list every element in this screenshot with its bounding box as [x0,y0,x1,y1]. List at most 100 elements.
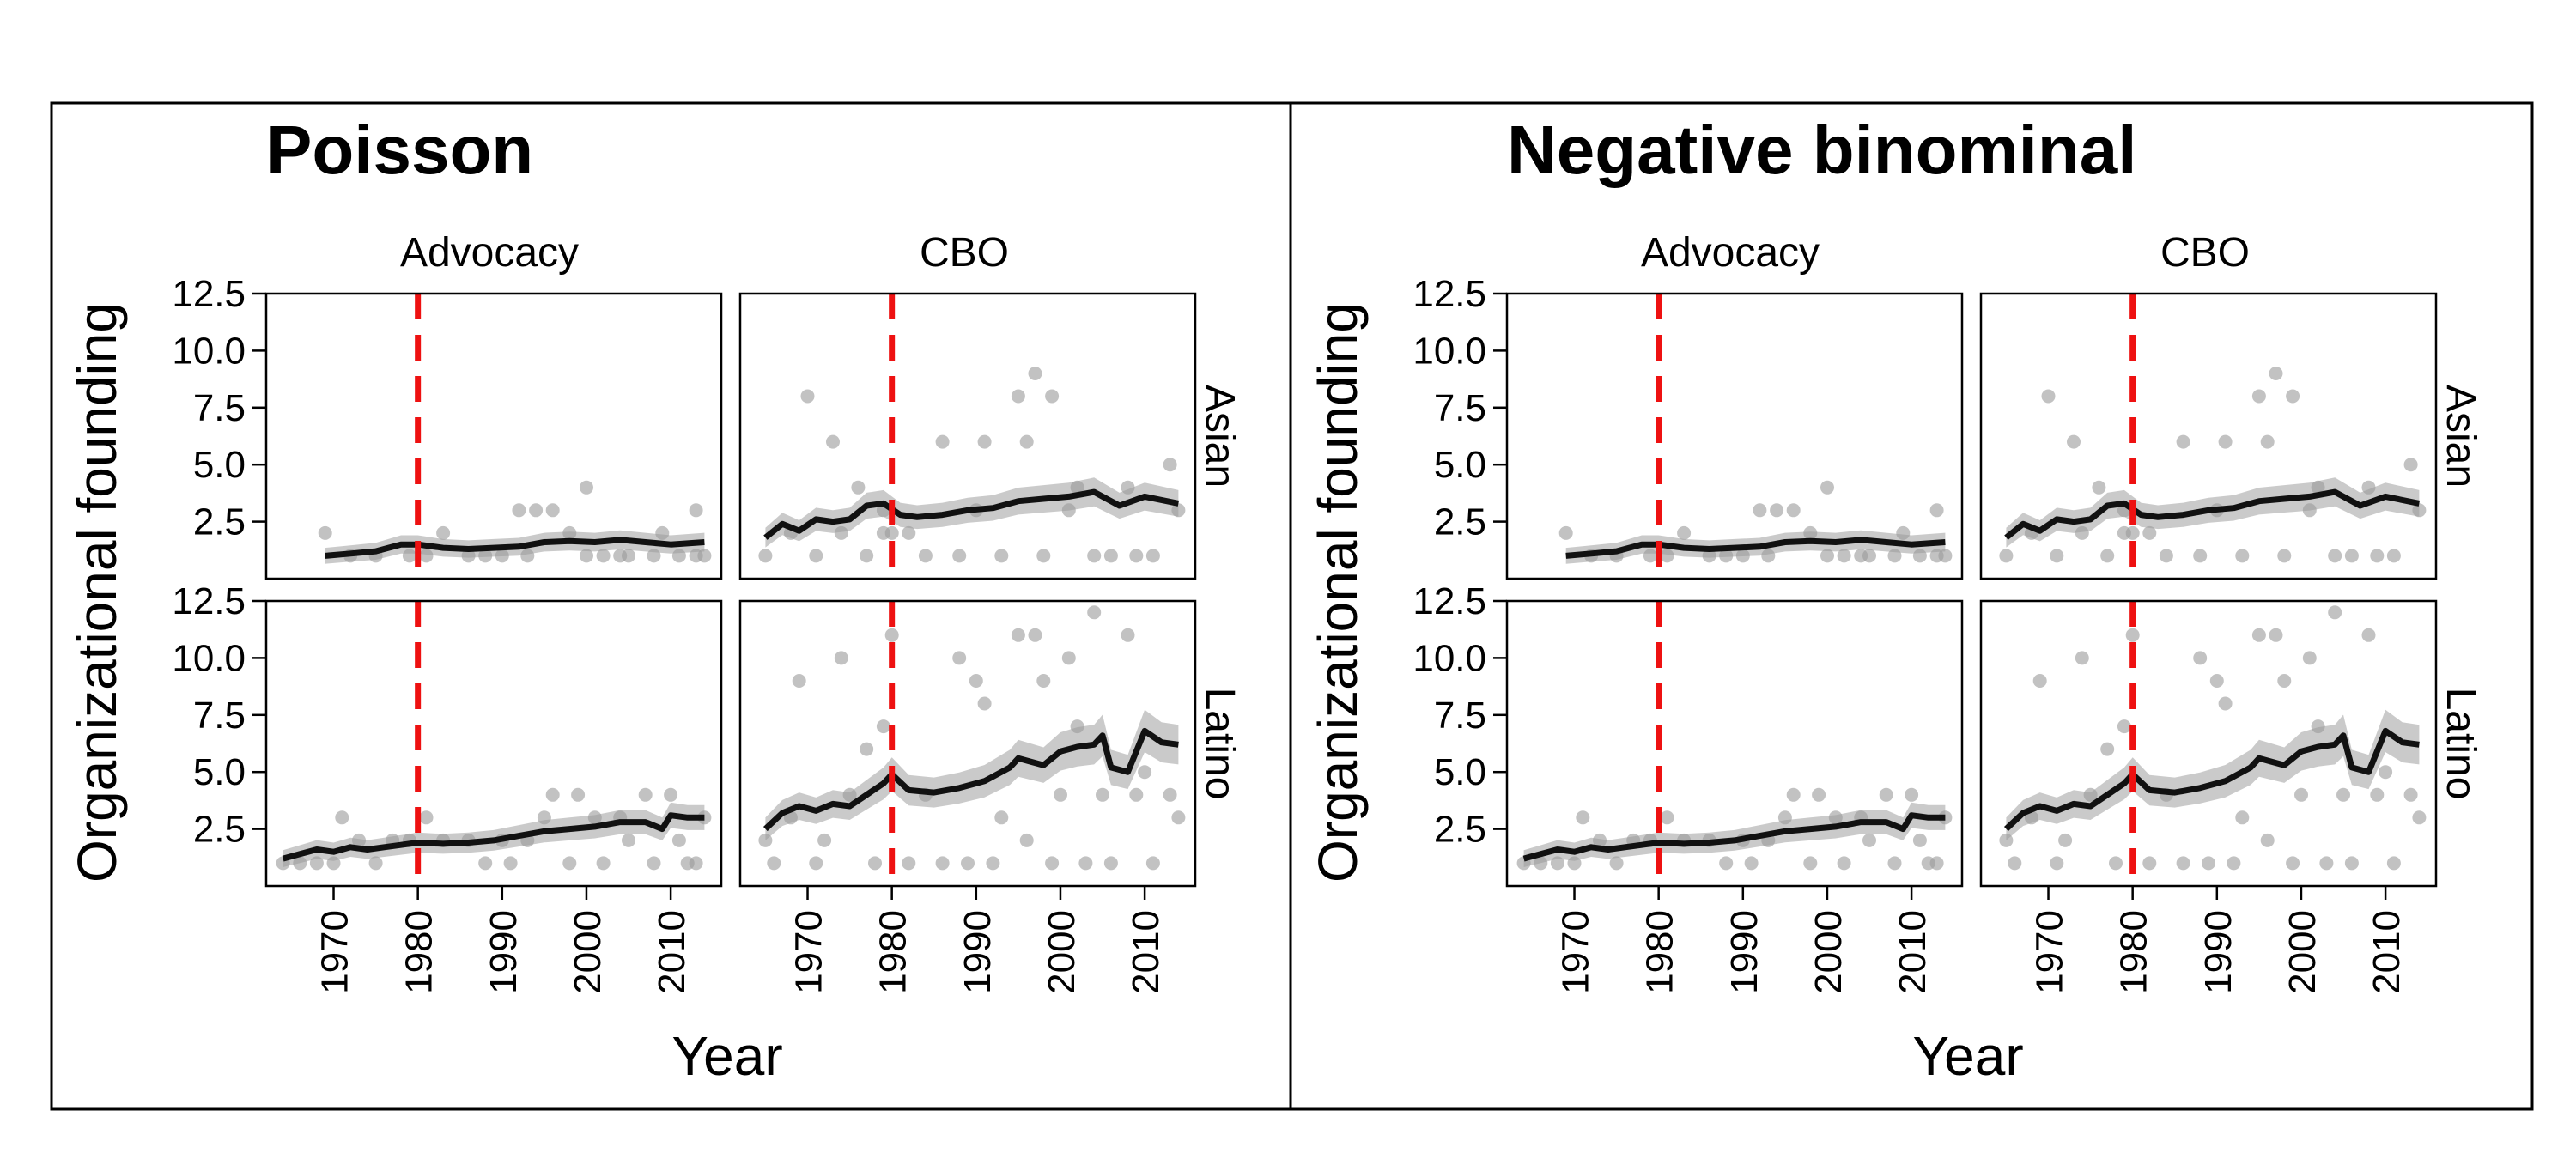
data-point [1753,503,1767,518]
data-point [671,833,686,847]
data-point [580,549,593,563]
data-point [1121,628,1135,642]
data-point [2075,525,2089,540]
y-axis-title: Organizational founding [66,302,128,883]
facet-frame [738,599,1197,888]
data-point [2176,856,2190,871]
data-point [293,856,307,871]
data-point [537,810,551,825]
x-axis-title: Year [1912,1025,2023,1087]
data-point [2302,503,2317,518]
data-point [826,434,840,449]
facet-col-label-cbo: CBO [920,230,1009,276]
data-point [1534,856,1548,871]
data-point [851,480,866,495]
fitted-line [1522,812,1946,862]
data-point [478,549,493,563]
facet-col-label-cbo: CBO [2160,230,2250,276]
data-point [1999,549,2014,563]
x-tick-label: 1980 [872,910,914,994]
data-point [1103,549,1118,563]
data-point [2344,549,2359,563]
data-point [986,856,1000,871]
data-point [817,833,832,847]
x-tick-label: 2000 [567,910,609,994]
facet-advocacy-asian: 2.5 5.0 7.5 10.0 12.5 [1413,273,1964,580]
data-point [436,525,451,540]
data-point [1862,833,1876,847]
data-point [309,856,324,871]
data-point [2269,628,2283,642]
x-tick-label: 1970 [314,910,356,994]
y-tick-label: 2.5 [1434,501,1486,543]
data-point [1786,503,1801,518]
x-tick-label: 1990 [2197,910,2239,994]
data-point [1896,525,1911,540]
facet-advocacy-asian: 2.5 5.0 7.5 10.0 12.5 [172,273,723,580]
data-point [1609,856,1624,871]
x-tick-label: 1980 [398,910,440,994]
x-tick-label: 2010 [1125,910,1167,994]
data-point [368,856,383,871]
data-point [952,549,967,563]
data-point [2117,719,2131,734]
data-point [2302,651,2317,665]
data-point [1087,605,1102,620]
y-tick-label: 10.0 [1413,637,1486,679]
data-point [419,810,434,825]
data-point [876,719,890,734]
data-point [2159,549,2173,563]
data-point [1145,856,1160,871]
data-point [834,525,848,540]
data-point [884,628,899,642]
data-point [1171,503,1186,518]
facet-cbo-latino: 1970 1980 1990 2000 2010 [1979,599,2438,994]
data-point [1011,628,1025,642]
data-point [2218,696,2233,711]
data-point [1138,765,1152,780]
data-point [2100,549,2115,563]
y-tick-label: 7.5 [193,387,246,429]
data-point [622,549,635,563]
data-point [655,525,670,540]
x-axis-title: Year [671,1025,782,1087]
data-point [1028,367,1042,380]
data-point [2176,434,2190,449]
data-point [1879,787,1893,802]
data-point [2269,367,2283,380]
data-point [969,674,983,688]
data-point [647,856,661,871]
data-point [758,549,773,563]
x-tick-label: 1980 [2113,910,2155,994]
data-point [1171,810,1186,825]
data-point [842,787,857,802]
fitted-line [2004,488,2421,540]
data-point [1045,856,1060,871]
data-point [1070,719,1084,734]
panel-poisson: Poisson Advocacy CBO Asian Latino Organi… [50,101,1292,1111]
data-point [529,503,544,518]
data-point [1019,434,1034,449]
facet-frame [264,599,723,888]
facet-frame [1505,292,1964,580]
data-point [1576,810,1590,825]
data-point [1820,480,1834,495]
panel-title: Poisson [266,112,533,188]
data-point [1660,549,1674,563]
data-point [1070,480,1084,495]
data-point [2344,856,2359,871]
data-point [2218,434,2233,449]
x-tick-label: 1970 [788,910,830,994]
data-point [800,389,815,404]
data-point [2067,434,2081,449]
data-point [952,651,967,665]
data-point [1036,549,1051,563]
data-point [1677,525,1692,540]
data-point [2361,628,2376,642]
y-tick-label: 5.0 [1434,444,1486,486]
data-point [2075,651,2089,665]
data-point [2092,480,2106,495]
data-point [1061,503,1076,518]
data-point [2100,742,2115,756]
